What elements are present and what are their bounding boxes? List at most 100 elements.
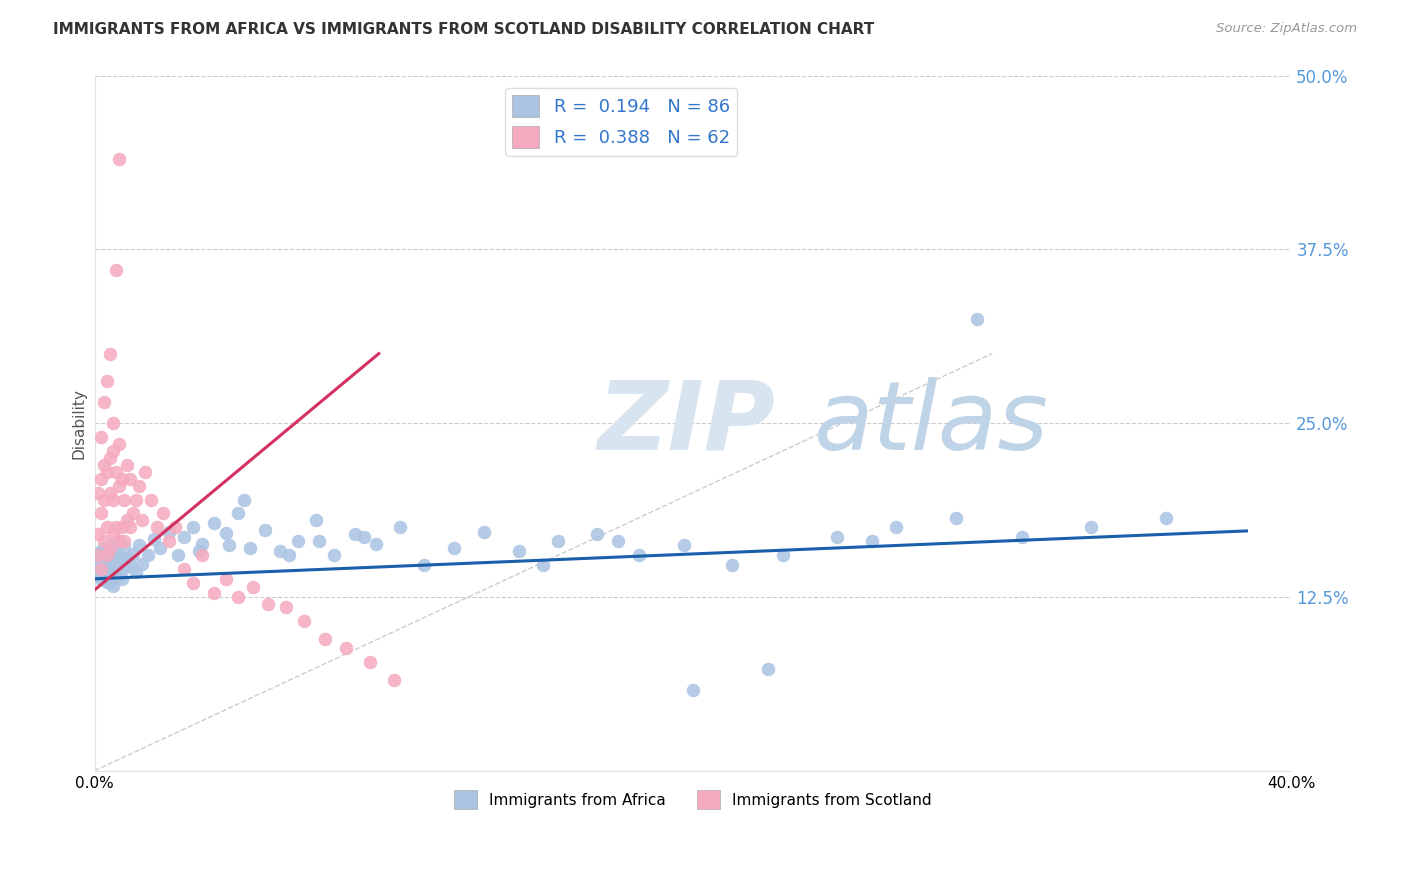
Point — [215, 525, 238, 540]
Point — [101, 444, 124, 458]
Point — [93, 458, 115, 472]
Point — [107, 478, 129, 492]
Point — [443, 541, 465, 556]
Point — [323, 548, 346, 562]
Point — [104, 520, 127, 534]
Point — [93, 566, 115, 581]
Point — [90, 565, 112, 579]
Point — [86, 562, 108, 576]
Point — [120, 520, 142, 534]
Point — [93, 492, 115, 507]
Point — [1080, 520, 1102, 534]
Point — [508, 544, 530, 558]
Point — [93, 558, 115, 572]
Point — [96, 554, 118, 568]
Point — [110, 572, 132, 586]
Point — [607, 534, 630, 549]
Point — [125, 492, 148, 507]
Point — [90, 544, 112, 558]
Point — [86, 485, 108, 500]
Point — [274, 599, 297, 614]
Point — [98, 567, 121, 582]
Point — [359, 655, 381, 669]
Point — [104, 570, 127, 584]
Point — [101, 537, 124, 551]
Point — [682, 683, 704, 698]
Point — [96, 564, 118, 578]
Point — [257, 597, 280, 611]
Point — [945, 510, 967, 524]
Point — [96, 520, 118, 534]
Point — [165, 520, 187, 534]
Point — [191, 548, 214, 562]
Point — [86, 548, 108, 562]
Point — [107, 534, 129, 549]
Point — [104, 542, 127, 557]
Point — [292, 614, 315, 628]
Point — [90, 472, 112, 486]
Point — [202, 585, 225, 599]
Point — [98, 541, 121, 556]
Point — [254, 523, 277, 537]
Point — [862, 534, 884, 549]
Point — [122, 507, 145, 521]
Point — [226, 590, 249, 604]
Point — [125, 565, 148, 579]
Point — [134, 465, 156, 479]
Point — [98, 485, 121, 500]
Point — [628, 548, 651, 562]
Point — [101, 416, 124, 430]
Point — [98, 557, 121, 571]
Point — [412, 558, 434, 572]
Point — [239, 541, 262, 556]
Point — [586, 527, 609, 541]
Point — [269, 544, 291, 558]
Point — [104, 559, 127, 574]
Point — [181, 576, 204, 591]
Point — [114, 560, 136, 574]
Point — [93, 534, 115, 549]
Point — [96, 548, 118, 562]
Point — [966, 311, 988, 326]
Point — [128, 478, 150, 492]
Text: Source: ZipAtlas.com: Source: ZipAtlas.com — [1216, 22, 1357, 36]
Point — [343, 527, 366, 541]
Point — [314, 632, 336, 646]
Point — [1154, 510, 1177, 524]
Point — [308, 534, 330, 549]
Point — [86, 569, 108, 583]
Point — [143, 532, 166, 546]
Point — [226, 507, 249, 521]
Point — [353, 530, 375, 544]
Point — [107, 437, 129, 451]
Point — [107, 565, 129, 579]
Point — [825, 530, 848, 544]
Point — [215, 572, 238, 586]
Point — [114, 492, 136, 507]
Point — [472, 524, 495, 539]
Point — [101, 527, 124, 541]
Point — [86, 527, 108, 541]
Text: ZIP: ZIP — [598, 376, 775, 469]
Point — [101, 579, 124, 593]
Point — [98, 552, 121, 566]
Point — [756, 662, 779, 676]
Point — [218, 538, 240, 552]
Point — [772, 548, 794, 562]
Point — [96, 574, 118, 589]
Point — [96, 465, 118, 479]
Point — [122, 547, 145, 561]
Point — [101, 548, 124, 562]
Point — [120, 558, 142, 572]
Point — [114, 534, 136, 549]
Point — [157, 534, 180, 549]
Point — [181, 520, 204, 534]
Point — [110, 552, 132, 566]
Point — [149, 541, 172, 556]
Point — [138, 548, 160, 562]
Point — [90, 572, 112, 586]
Point — [104, 465, 127, 479]
Point — [547, 534, 569, 549]
Point — [278, 548, 301, 562]
Point — [146, 520, 169, 534]
